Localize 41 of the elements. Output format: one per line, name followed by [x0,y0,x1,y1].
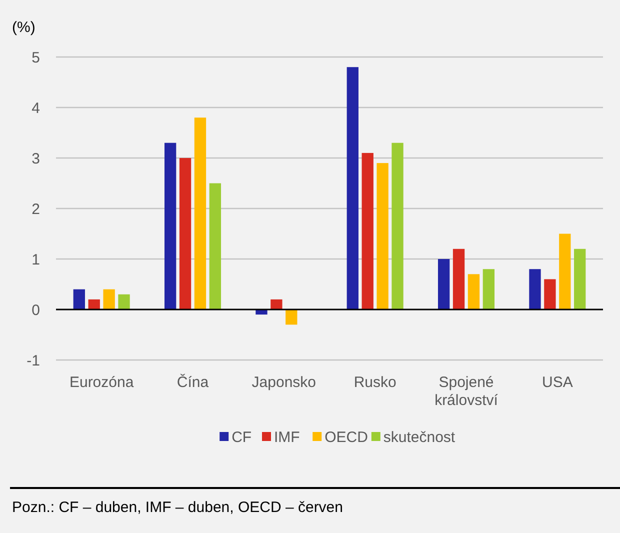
bar [179,158,192,310]
bar [286,310,298,325]
bar [73,289,85,310]
legend-label: skutečnost [383,429,456,446]
bar [529,269,541,310]
bar [392,142,404,310]
bar [209,183,222,310]
bar [118,294,130,310]
y-tick-label: 5 [32,49,40,66]
bar [103,289,115,310]
bar [88,299,100,310]
x-tick-label: Spojené království [434,374,499,409]
legend-label: OECD [324,429,368,446]
x-tick-label: Japonsko [252,374,316,391]
x-tick-label: Rusko [354,374,396,391]
y-tick-label: 0 [32,302,40,319]
x-tick-label: Eurozóna [69,374,134,391]
bar [270,299,282,310]
y-tick-label: 1 [32,251,40,268]
bar [362,152,374,310]
bar [574,248,586,310]
x-tick-label: Čína [176,373,210,391]
legend-label: CF [232,429,252,446]
legend-label: IMF [274,429,300,446]
y-tick-label: 3 [32,150,40,168]
bar [468,274,480,310]
y-tick-label: -1 [26,352,40,370]
bar [346,67,358,310]
bar [194,118,206,310]
bar [452,248,465,310]
y-axis-title: (%) [12,19,36,36]
x-tick-label: USA [542,374,573,391]
bar [559,234,571,310]
bar [164,142,176,310]
y-tick-label: 2 [32,200,40,218]
bar [544,279,556,310]
y-tick-label: 4 [32,100,40,117]
bar [482,269,495,310]
text: Pozn.: CF – duben, IMF – duben, OECD – červen [12,499,343,516]
bar [376,163,388,310]
bar [438,259,450,310]
